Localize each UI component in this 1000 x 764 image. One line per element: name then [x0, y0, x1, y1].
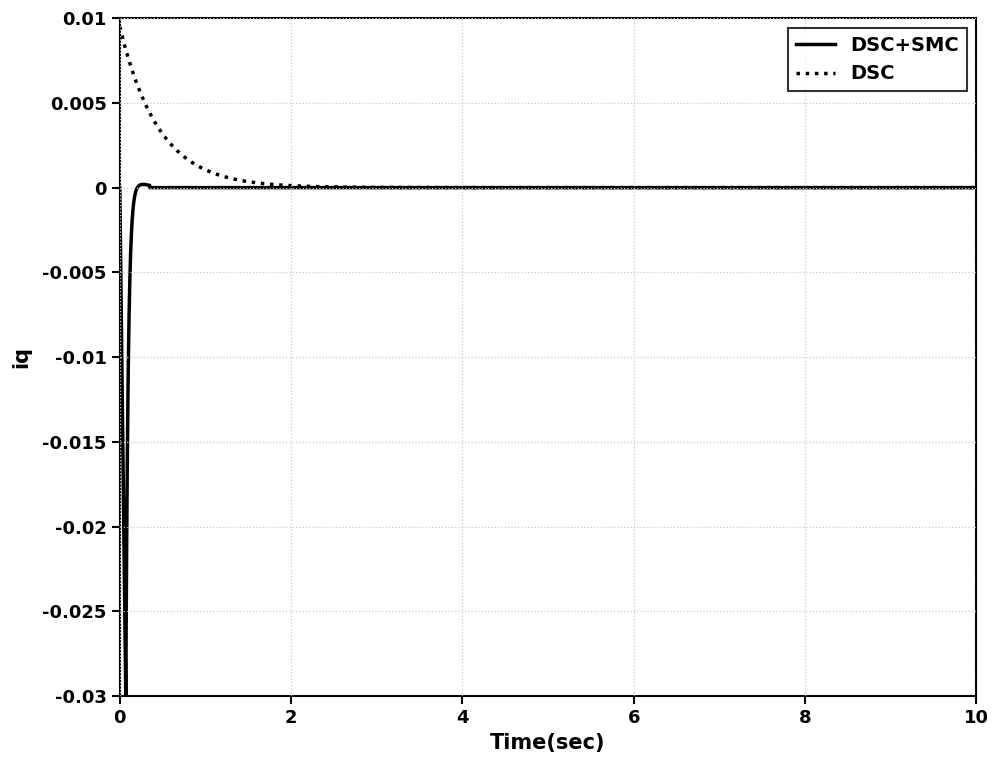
DSC	[114, 22, 126, 31]
DSC+SMC	[120, 691, 132, 701]
DSC	[149, 118, 161, 128]
DSC+SMC	[282, 183, 294, 193]
DSC+SMC	[114, 183, 126, 193]
DSC+SMC	[137, 180, 149, 189]
DSC	[282, 181, 294, 190]
Legend: DSC+SMC, DSC: DSC+SMC, DSC	[788, 28, 967, 91]
DSC+SMC	[165, 183, 177, 193]
DSC	[970, 183, 982, 193]
DSC+SMC	[970, 183, 982, 193]
Line: DSC+SMC: DSC+SMC	[120, 184, 976, 696]
DSC	[925, 183, 937, 193]
DSC+SMC	[118, 510, 130, 520]
DSC	[165, 140, 177, 149]
DSC+SMC	[925, 183, 937, 193]
Y-axis label: iq: iq	[11, 346, 31, 368]
DSC+SMC	[149, 183, 161, 193]
Line: DSC: DSC	[120, 27, 976, 188]
DSC+SMC	[533, 183, 545, 193]
X-axis label: Time(sec): Time(sec)	[490, 733, 606, 753]
DSC	[118, 37, 130, 47]
DSC	[533, 183, 545, 193]
